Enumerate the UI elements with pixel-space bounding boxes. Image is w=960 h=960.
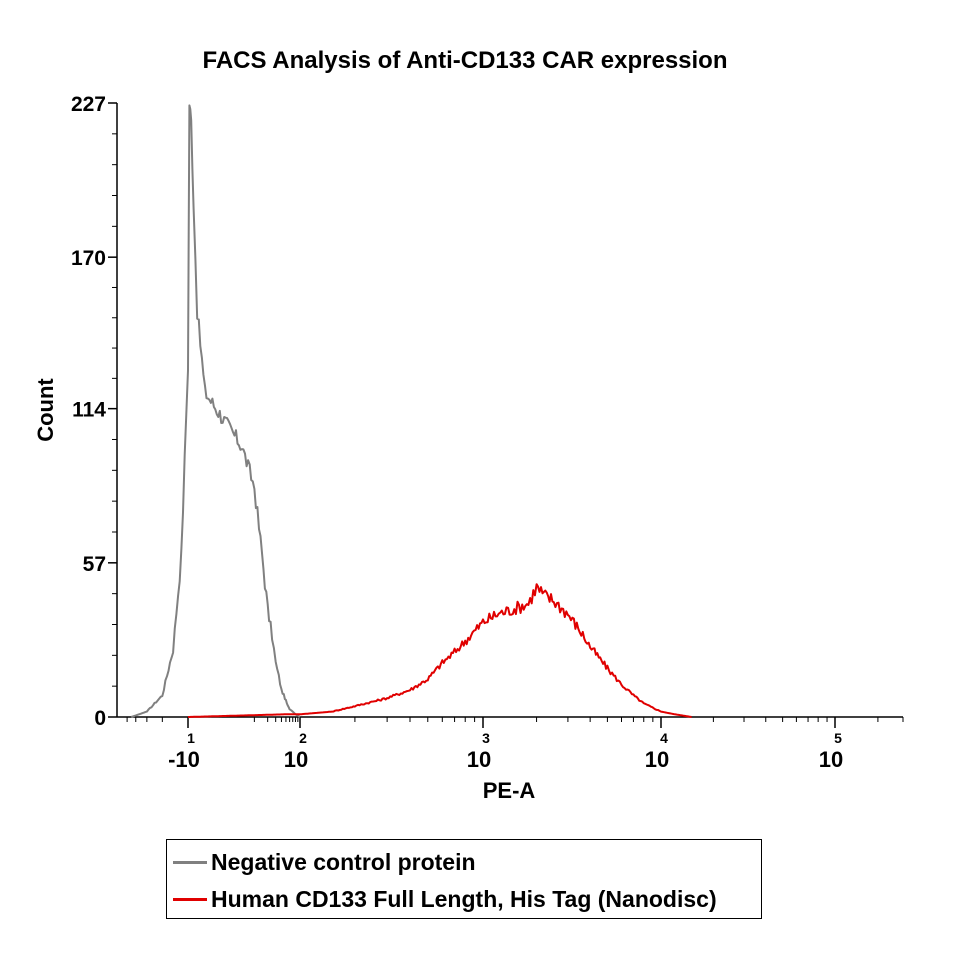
- x-tick-exponent: 3: [482, 730, 490, 746]
- x-tick-label: 10: [284, 747, 308, 772]
- x-tick-exponent: 4: [660, 730, 668, 746]
- legend-item-cd133: Human CD133 Full Length, His Tag (Nanodi…: [173, 881, 717, 917]
- legend-swatch-red: [173, 897, 207, 901]
- x-tick-exponent: 5: [834, 730, 842, 746]
- chart-title: FACS Analysis of Anti-CD133 CAR expressi…: [202, 47, 727, 74]
- y-axis-label: Count: [33, 378, 58, 442]
- y-tick-label: 0: [94, 707, 106, 730]
- x-tick-label: -10: [168, 747, 200, 772]
- y-tick-label: 227: [71, 93, 106, 116]
- histogram-series: [130, 104, 692, 718]
- legend-label-negative-control: Negative control protein: [211, 848, 476, 875]
- x-tick-exponent: 1: [187, 730, 195, 746]
- x-tick-label: 10: [645, 747, 669, 772]
- x-tick-label: 10: [819, 747, 843, 772]
- legend-swatch-gray: [173, 860, 207, 864]
- x-axis-label: PE-A: [483, 778, 536, 803]
- y-tick-label: 114: [72, 399, 106, 422]
- chart-legend: Negative control protein Human CD133 Ful…: [166, 839, 762, 919]
- x-tick-exponent: 2: [299, 730, 307, 746]
- legend-label-cd133: Human CD133 Full Length, His Tag (Nanodi…: [211, 885, 717, 912]
- series-line-negative-control: [130, 104, 301, 718]
- y-tick-label: 57: [83, 553, 106, 576]
- x-tick-label: 10: [467, 747, 491, 772]
- legend-item-negative-control: Negative control protein: [173, 844, 476, 880]
- series-line-cd133: [188, 583, 692, 718]
- y-tick-label: 170: [71, 247, 106, 270]
